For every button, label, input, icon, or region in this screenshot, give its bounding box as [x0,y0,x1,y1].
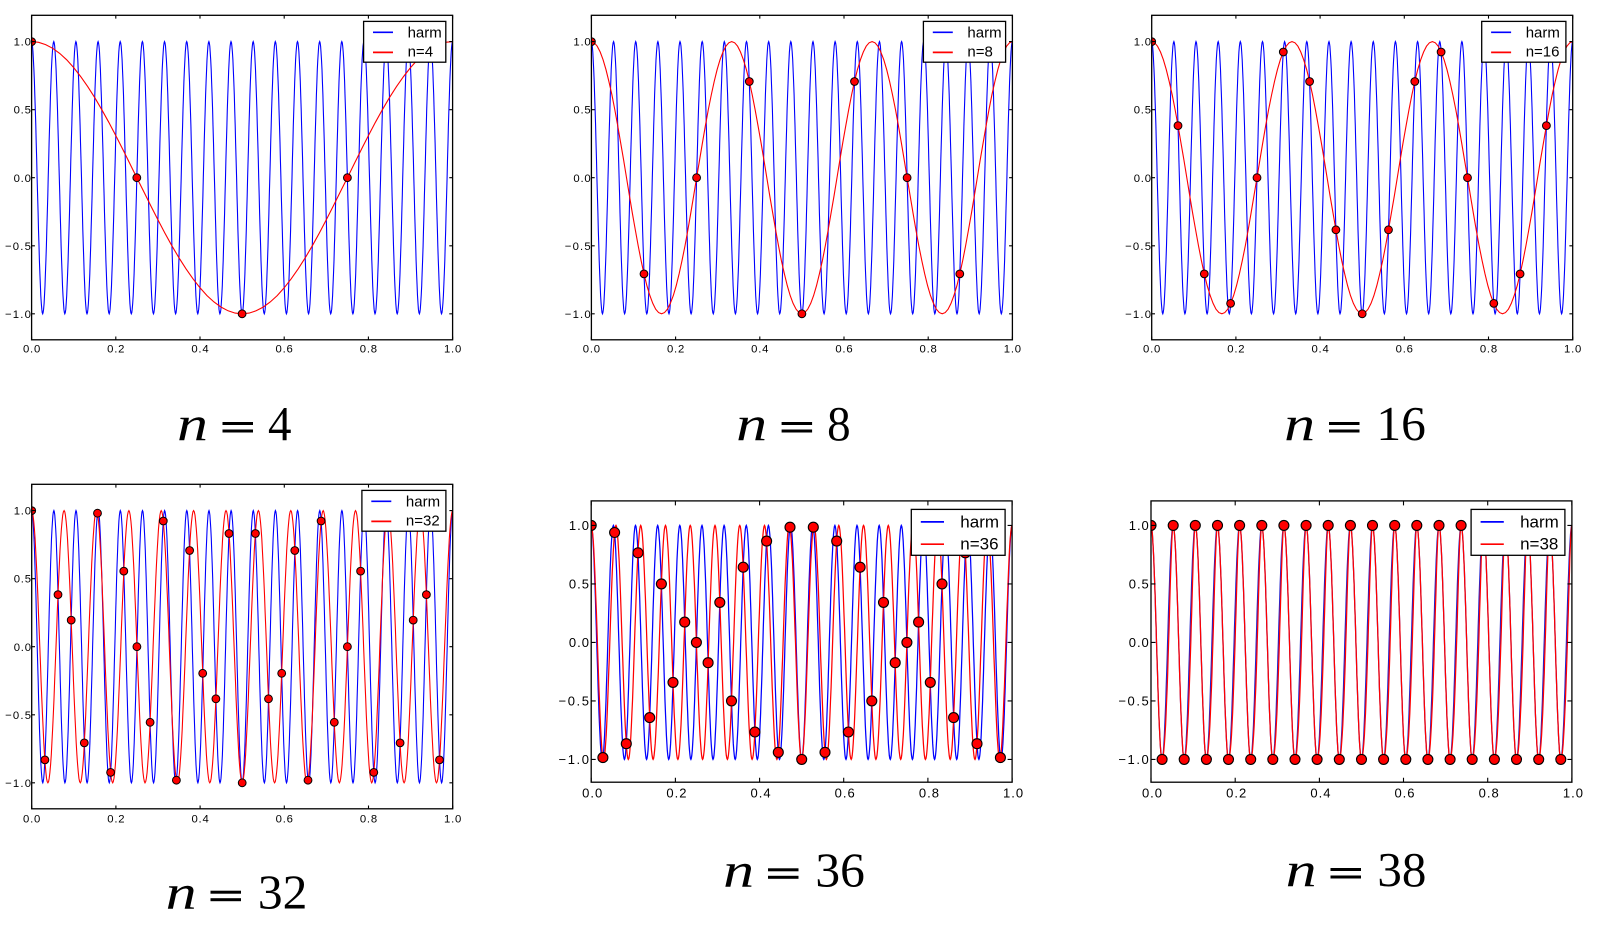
svg-text:1.0: 1.0 [14,37,32,49]
svg-text:0.0: 0.0 [582,786,603,801]
svg-text:0.2: 0.2 [666,786,687,801]
svg-text:0.0: 0.0 [14,173,32,185]
svg-text:0.5: 0.5 [569,577,590,592]
svg-text:0.4: 0.4 [191,813,209,825]
svg-text:−0.5: −0.5 [1125,241,1152,253]
svg-text:harm: harm [967,24,1001,41]
svg-text:0.6: 0.6 [835,343,853,355]
svg-text:0.8: 0.8 [360,813,378,825]
svg-text:1.0: 1.0 [1563,786,1584,801]
svg-text:−1.0: −1.0 [1125,309,1152,321]
svg-text:38: 38 [1377,842,1426,897]
svg-text:16: 16 [1376,396,1426,451]
svg-text:8: 8 [827,396,851,451]
svg-text:0.2: 0.2 [107,343,125,355]
svg-text:0.8: 0.8 [919,786,940,801]
svg-text:0.4: 0.4 [751,786,772,801]
svg-text:1.0: 1.0 [1004,343,1022,355]
svg-text:0.0: 0.0 [23,813,41,825]
svg-text:−0.5: −0.5 [5,241,32,253]
svg-text:−1.0: −1.0 [5,309,32,321]
svg-text:0.4: 0.4 [191,343,209,355]
svg-text:harm: harm [1520,513,1559,532]
svg-text:0.8: 0.8 [360,343,378,355]
svg-text:32: 32 [258,865,308,920]
svg-text:harm: harm [406,493,440,510]
svg-text:−1.0: −1.0 [1118,752,1150,767]
svg-text:0.2: 0.2 [1226,786,1247,801]
svg-text:0.0: 0.0 [583,343,601,355]
svg-text:−0.5: −0.5 [1118,694,1150,709]
svg-text:−1.0: −1.0 [559,752,591,767]
svg-text:n: n [723,842,754,897]
svg-text:1.0: 1.0 [1129,518,1150,533]
svg-text:n=36: n=36 [960,535,998,554]
svg-text:1.0: 1.0 [444,343,462,355]
svg-text:1.0: 1.0 [14,506,32,518]
svg-text:n: n [736,396,767,451]
svg-text:−0.5: −0.5 [5,710,32,722]
svg-text:n: n [1284,396,1315,451]
svg-text:n: n [177,396,208,451]
svg-text:0.4: 0.4 [1311,343,1329,355]
svg-text:36: 36 [815,842,865,897]
svg-text:0.5: 0.5 [14,105,32,117]
svg-text:0.5: 0.5 [1134,105,1152,117]
svg-text:1.0: 1.0 [1003,786,1024,801]
svg-text:−0.5: −0.5 [559,694,591,709]
svg-text:0.5: 0.5 [14,574,32,586]
svg-text:0.0: 0.0 [1134,173,1152,185]
svg-text:1.0: 1.0 [569,518,590,533]
svg-text:−1.0: −1.0 [565,309,592,321]
svg-text:n=4: n=4 [408,43,433,60]
svg-text:harm: harm [960,513,999,532]
svg-text:0.6: 0.6 [276,813,294,825]
svg-text:0.6: 0.6 [276,343,294,355]
svg-text:harm: harm [408,24,442,41]
svg-text:1.0: 1.0 [573,37,591,49]
svg-text:0.0: 0.0 [1129,635,1150,650]
svg-text:0.2: 0.2 [667,343,685,355]
svg-text:0.0: 0.0 [569,635,590,650]
svg-text:n=32: n=32 [406,512,440,529]
svg-text:n=16: n=16 [1526,43,1560,60]
svg-text:n=38: n=38 [1520,535,1558,554]
svg-text:0.2: 0.2 [107,813,125,825]
svg-text:harm: harm [1526,24,1560,41]
svg-text:0.0: 0.0 [1142,786,1163,801]
svg-text:4: 4 [268,396,292,451]
svg-text:1.0: 1.0 [1134,37,1152,49]
svg-text:0.8: 0.8 [1479,786,1500,801]
svg-text:n=8: n=8 [967,43,992,60]
svg-text:−0.5: −0.5 [565,241,592,253]
svg-text:n: n [166,865,197,920]
svg-text:0.5: 0.5 [573,105,591,117]
svg-text:0.8: 0.8 [1480,343,1498,355]
svg-text:0.0: 0.0 [14,642,32,654]
svg-text:0.0: 0.0 [573,173,591,185]
svg-text:1.0: 1.0 [444,813,462,825]
svg-text:0.0: 0.0 [23,343,41,355]
svg-text:0.6: 0.6 [1394,786,1415,801]
svg-text:0.6: 0.6 [835,786,856,801]
svg-text:0.6: 0.6 [1396,343,1414,355]
svg-text:0.0: 0.0 [1143,343,1161,355]
svg-text:0.4: 0.4 [751,343,769,355]
svg-text:1.0: 1.0 [1564,343,1582,355]
svg-text:−1.0: −1.0 [5,778,32,790]
svg-text:0.4: 0.4 [1310,786,1331,801]
svg-text:n: n [1286,842,1317,897]
svg-text:0.8: 0.8 [920,343,938,355]
svg-text:0.5: 0.5 [1129,577,1150,592]
svg-text:0.2: 0.2 [1227,343,1245,355]
